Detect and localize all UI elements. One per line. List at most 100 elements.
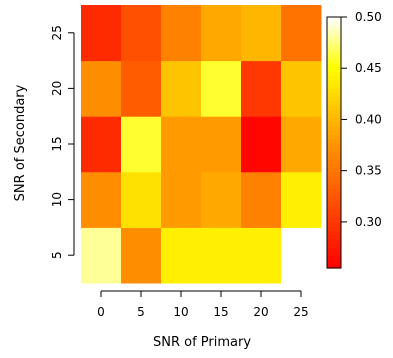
heatmap-cell (121, 171, 162, 228)
legend-swatch (327, 184, 341, 190)
y-tick-label: 15 (50, 136, 64, 151)
legend-swatch (327, 71, 341, 77)
heatmap-cell (201, 171, 242, 228)
legend-swatch (327, 83, 341, 89)
y-tick-label: 5 (50, 251, 64, 259)
legend-swatch (327, 17, 341, 22)
legend-swatch (327, 201, 341, 206)
legend-swatch (327, 263, 341, 269)
legend-swatch (327, 113, 341, 118)
legend-swatch (327, 33, 341, 39)
legend-swatch (327, 171, 341, 177)
heatmap-cell (201, 116, 242, 173)
legend-swatch (327, 196, 341, 202)
legend-swatch (327, 226, 341, 231)
legend-swatch (327, 217, 341, 223)
legend-swatch (327, 121, 341, 127)
y-axis-label: SNR of Secondary (13, 84, 28, 201)
heatmap-cell (81, 171, 122, 228)
legend-tick-label: 0.40 (355, 112, 382, 126)
heatmap-cell (121, 227, 162, 284)
heatmap-cell (81, 5, 122, 62)
legend-swatch (327, 50, 341, 56)
legend-swatch (327, 238, 341, 244)
legend-tick-label: 0.45 (355, 61, 382, 75)
legend-swatch (327, 163, 341, 169)
heatmap-cell (241, 60, 282, 117)
legend-swatch (327, 21, 341, 26)
heatmap-cell (161, 5, 202, 62)
heatmap-cell (161, 227, 202, 284)
color-legend: 0.30 0.35 0.40 0.45 0.50 (326, 10, 382, 269)
legend-swatch (327, 138, 341, 144)
legend-swatch (327, 46, 341, 52)
legend-swatch (327, 242, 341, 248)
legend-swatch (327, 79, 341, 85)
legend-swatch (327, 259, 341, 265)
heatmap-cell (201, 5, 242, 62)
y-tick-label: 25 (50, 25, 64, 40)
legend-swatch (327, 75, 341, 81)
x-tick-label: 0 (97, 305, 105, 319)
x-axis-label: SNR of Primary (153, 335, 251, 350)
legend-swatch (327, 150, 341, 156)
legend-swatch (327, 117, 341, 123)
legend-swatch (327, 129, 341, 135)
heatmap-cell (81, 227, 122, 284)
legend-swatch (327, 192, 341, 198)
legend-swatch (327, 63, 341, 68)
legend-swatch (327, 88, 341, 93)
heatmap-cell (281, 227, 322, 284)
heatmap-cell (81, 60, 122, 117)
legend-swatch (327, 251, 341, 257)
heatmap-cell (281, 5, 322, 62)
legend-swatch (327, 125, 341, 131)
legend-swatch (327, 234, 341, 240)
legend-swatch (327, 247, 341, 252)
legend-swatch (327, 205, 341, 211)
legend-swatch (327, 58, 341, 64)
legend-tick-label: 0.50 (355, 10, 382, 24)
legend-swatch (327, 134, 341, 139)
legend-swatch (327, 188, 341, 194)
legend-swatch (327, 180, 341, 185)
heatmap-cell (121, 5, 162, 62)
legend-swatch (327, 67, 341, 72)
heatmap-cell (201, 60, 242, 117)
legend-frame (326, 16, 342, 269)
heatmap-cell (281, 116, 322, 173)
heatmap-cell (121, 60, 162, 117)
heatmap-cell (161, 60, 202, 117)
x-tick-label: 10 (173, 305, 188, 319)
legend-tick-label: 0.30 (355, 215, 382, 229)
y-axis: 5 10 15 20 25 (50, 25, 75, 259)
legend-swatch (327, 221, 341, 227)
x-tick-label: 25 (293, 305, 308, 319)
legend-swatch (327, 167, 341, 173)
legend-swatch (327, 96, 341, 102)
heatmap-cell (161, 116, 202, 173)
legend-swatch (327, 100, 341, 106)
heatmap-cell (201, 227, 242, 284)
heatmap-cell (161, 171, 202, 228)
heatmap-cell (281, 60, 322, 117)
x-tick-label: 15 (213, 305, 228, 319)
heatmap-cell (281, 171, 322, 228)
legend-swatch (327, 146, 341, 152)
heatmap-cells (81, 5, 322, 284)
heatmap-cell (121, 116, 162, 173)
heatmap-cell (241, 227, 282, 284)
y-tick-label: 20 (50, 81, 64, 96)
x-tick-label: 20 (253, 305, 268, 319)
x-tick-label: 5 (137, 305, 145, 319)
legend-tick-label: 0.35 (355, 164, 382, 178)
legend-swatch (327, 255, 341, 261)
heatmap-cell (241, 171, 282, 228)
legend-swatch (327, 213, 341, 219)
legend-swatch (327, 209, 341, 215)
legend-swatch (327, 92, 341, 98)
legend-swatch (327, 109, 341, 114)
heatmap-cell (241, 5, 282, 62)
heatmap-cell (241, 116, 282, 173)
